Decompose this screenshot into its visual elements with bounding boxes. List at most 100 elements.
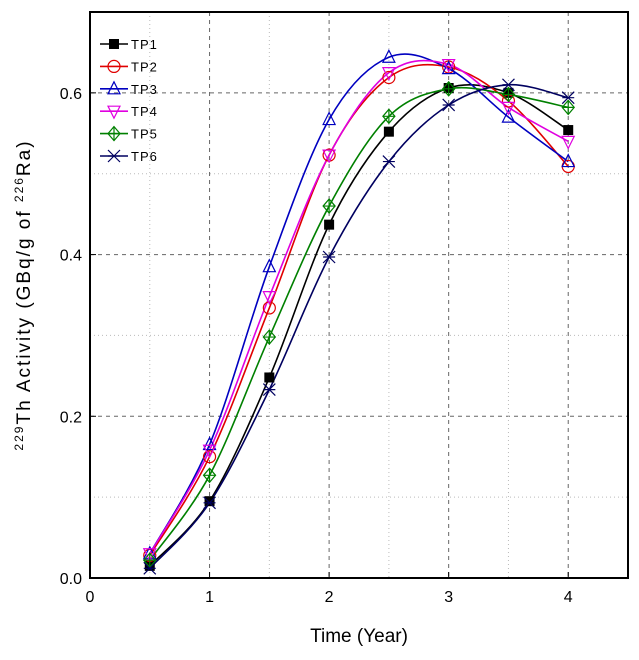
diamond-cross bbox=[442, 81, 455, 96]
triangle-down-marker bbox=[381, 67, 396, 81]
data-point-tp3 bbox=[262, 258, 277, 273]
data-point-tp6 bbox=[262, 383, 276, 397]
x-tick-label: 4 bbox=[564, 589, 573, 606]
y-tick-label: 0.0 bbox=[60, 571, 82, 588]
x-cross-marker bbox=[322, 250, 336, 264]
x-axis-label: Time (Year) bbox=[310, 626, 408, 647]
data-markers bbox=[142, 48, 576, 575]
legend-item-tp6: TP6 bbox=[100, 149, 158, 164]
square-marker bbox=[109, 39, 119, 49]
diamond-cross bbox=[382, 109, 395, 124]
legend-label: TP6 bbox=[131, 149, 158, 164]
triangle-down-marker bbox=[561, 135, 576, 150]
legend-label: TP2 bbox=[131, 59, 158, 74]
series-line-tp2 bbox=[149, 63, 569, 556]
data-point-tp2 bbox=[382, 70, 396, 85]
marker-circle bbox=[107, 59, 121, 74]
data-point-tp5 bbox=[262, 329, 277, 345]
series-line-tp4 bbox=[149, 59, 569, 555]
data-point-tp6 bbox=[322, 250, 336, 264]
data-point-tp4 bbox=[561, 135, 576, 150]
data-point-tp2 bbox=[202, 450, 217, 464]
square-marker bbox=[204, 496, 215, 507]
x-tick-labels: 0 1 2 3 4 bbox=[86, 589, 573, 606]
y-label-sup1: 229 bbox=[12, 425, 26, 451]
triangle-down-marker bbox=[441, 58, 456, 73]
data-point-tp4 bbox=[142, 548, 157, 563]
data-point-tp4 bbox=[501, 101, 516, 116]
triangle-up-marker bbox=[441, 60, 456, 75]
square-marker bbox=[324, 219, 335, 230]
diamond-cross bbox=[143, 553, 156, 568]
data-point-tp6 bbox=[502, 78, 515, 92]
data-point-tp5 bbox=[202, 467, 217, 484]
series-line-tp5 bbox=[149, 86, 569, 561]
legend: TP1 TP2 TP3 TP4 TP5 TP6 bbox=[100, 37, 158, 164]
circle-marker bbox=[382, 70, 396, 85]
data-point-tp4 bbox=[441, 58, 456, 73]
legend-label: TP3 bbox=[131, 82, 158, 97]
triangle-up-marker bbox=[381, 48, 396, 63]
diamond-cross bbox=[203, 468, 216, 483]
data-point-tp1 bbox=[204, 496, 215, 507]
triangle-down-marker bbox=[322, 149, 337, 164]
data-point-tp3 bbox=[322, 111, 337, 126]
legend-label: TP5 bbox=[131, 127, 158, 142]
circle-marker bbox=[202, 450, 217, 464]
triangle-up-marker bbox=[322, 111, 337, 126]
triangle-up-marker bbox=[107, 80, 121, 95]
data-point-tp1 bbox=[324, 219, 335, 230]
circle-marker bbox=[107, 59, 121, 74]
triangle-up-marker bbox=[262, 258, 277, 273]
x-tick-label: 0 bbox=[86, 589, 95, 606]
data-point-tp3 bbox=[202, 436, 217, 451]
circle-marker bbox=[262, 301, 276, 315]
data-point-tp5 bbox=[382, 108, 396, 125]
y-tick-label: 0.2 bbox=[60, 409, 82, 426]
triangle-up-marker bbox=[202, 436, 217, 451]
legend-item-tp2: TP2 bbox=[100, 59, 158, 74]
triangle-down-marker bbox=[142, 548, 157, 563]
diamond-cross bbox=[502, 87, 515, 102]
y-axis-label: 229Th Activity (GBq/g of 226Ra) bbox=[12, 139, 35, 450]
diamond-cross bbox=[108, 126, 120, 141]
x-cross-marker bbox=[262, 383, 276, 397]
data-point-tp5 bbox=[322, 198, 336, 214]
legend-item-tp5: TP5 bbox=[100, 125, 158, 142]
x-tick-label: 3 bbox=[444, 589, 453, 606]
data-point-tp3 bbox=[441, 60, 456, 75]
y-label-sup2: 226 bbox=[12, 176, 26, 202]
data-point-tp1 bbox=[383, 126, 394, 137]
x-tick-label: 1 bbox=[205, 589, 214, 606]
data-point-tp5 bbox=[561, 99, 576, 116]
x-cross-marker bbox=[561, 91, 575, 105]
legend-item-tp3: TP3 bbox=[100, 80, 158, 97]
data-point-tp3 bbox=[561, 153, 576, 168]
y-tick-label: 0.6 bbox=[60, 86, 82, 103]
series-line-tp3 bbox=[149, 53, 569, 555]
data-point-tp3 bbox=[501, 108, 516, 123]
data-point-tp6 bbox=[561, 91, 575, 105]
diamond-cross bbox=[562, 100, 575, 115]
triangle-down-marker bbox=[202, 444, 217, 459]
x-cross-marker bbox=[382, 155, 396, 169]
data-point-tp5 bbox=[142, 552, 157, 569]
series-line-tp6 bbox=[149, 83, 569, 569]
triangle-up-marker bbox=[561, 153, 576, 168]
data-point-tp6 bbox=[442, 98, 456, 112]
marker-x-cross bbox=[107, 149, 121, 163]
data-point-tp1 bbox=[563, 125, 574, 136]
triangle-up-marker bbox=[501, 108, 516, 123]
data-point-tp5 bbox=[501, 86, 516, 103]
data-point-tp4 bbox=[322, 149, 337, 164]
x-cross-marker bbox=[107, 149, 121, 163]
legend-item-tp4: TP4 bbox=[100, 104, 157, 120]
data-point-tp6 bbox=[143, 561, 157, 575]
x-cross-marker bbox=[143, 561, 157, 575]
legend-label: TP1 bbox=[131, 37, 158, 52]
data-point-tp3 bbox=[381, 48, 396, 63]
x-cross-marker bbox=[442, 98, 456, 112]
data-point-tp4 bbox=[202, 444, 217, 459]
square-marker bbox=[264, 372, 275, 383]
